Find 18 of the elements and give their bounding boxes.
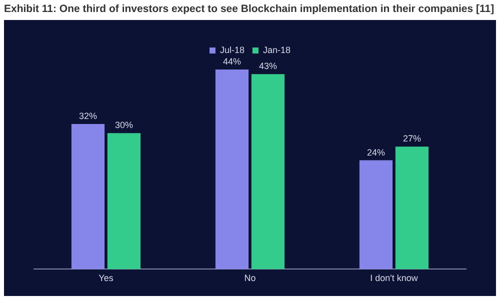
data-label: 44%: [222, 56, 242, 67]
x-tick-label: Yes: [98, 273, 114, 284]
data-label: 27%: [402, 134, 422, 144]
bar: [71, 124, 105, 270]
chart-title: Exhibit 11: One third of investors expect to see Blockchain implementation in their companies [11]: [4, 3, 496, 15]
data-label: 43%: [258, 61, 278, 72]
legend-label: Jan-18: [262, 44, 291, 55]
data-label: 30%: [114, 120, 134, 130]
bar: [251, 74, 285, 270]
data-label: 24%: [366, 147, 386, 158]
bar: [395, 146, 429, 270]
x-tick-label: No: [244, 273, 256, 284]
bar: [107, 133, 141, 270]
bar: [215, 70, 249, 270]
bar: [359, 160, 393, 270]
x-tick-label: I don't know: [370, 273, 418, 284]
data-label: 32%: [78, 110, 98, 121]
legend-label: Jul-18: [220, 44, 244, 55]
